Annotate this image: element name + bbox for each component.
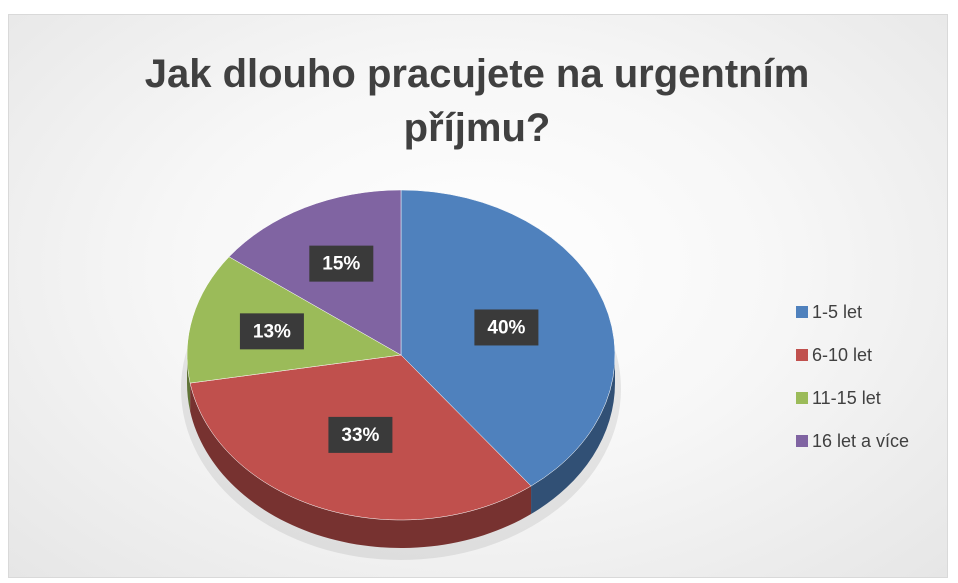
- slice-side: [531, 355, 615, 515]
- data-label-box: [309, 245, 374, 282]
- data-label-box: [474, 309, 539, 346]
- chart-title: Jak dlouho pracujete na urgentním příjmu…: [144, 52, 810, 150]
- legend-swatch: [796, 392, 808, 404]
- data-label: 40%: [487, 317, 525, 338]
- slice-side: [190, 383, 532, 548]
- legend-swatch: [796, 306, 808, 318]
- data-label: 33%: [341, 425, 379, 446]
- slice-side: [187, 355, 191, 412]
- legend-label: 16 let a více: [812, 431, 909, 451]
- legend-swatch: [796, 435, 808, 447]
- legend-label: 11-15 let: [812, 388, 881, 408]
- data-label-box: [239, 313, 304, 350]
- data-label-box: [328, 416, 393, 453]
- data-label: 13%: [253, 321, 291, 342]
- legend-label: 6-10 let: [812, 345, 872, 365]
- legend-label: 1-5 let: [812, 302, 862, 322]
- legend-swatch: [796, 349, 808, 361]
- data-label: 15%: [322, 254, 360, 275]
